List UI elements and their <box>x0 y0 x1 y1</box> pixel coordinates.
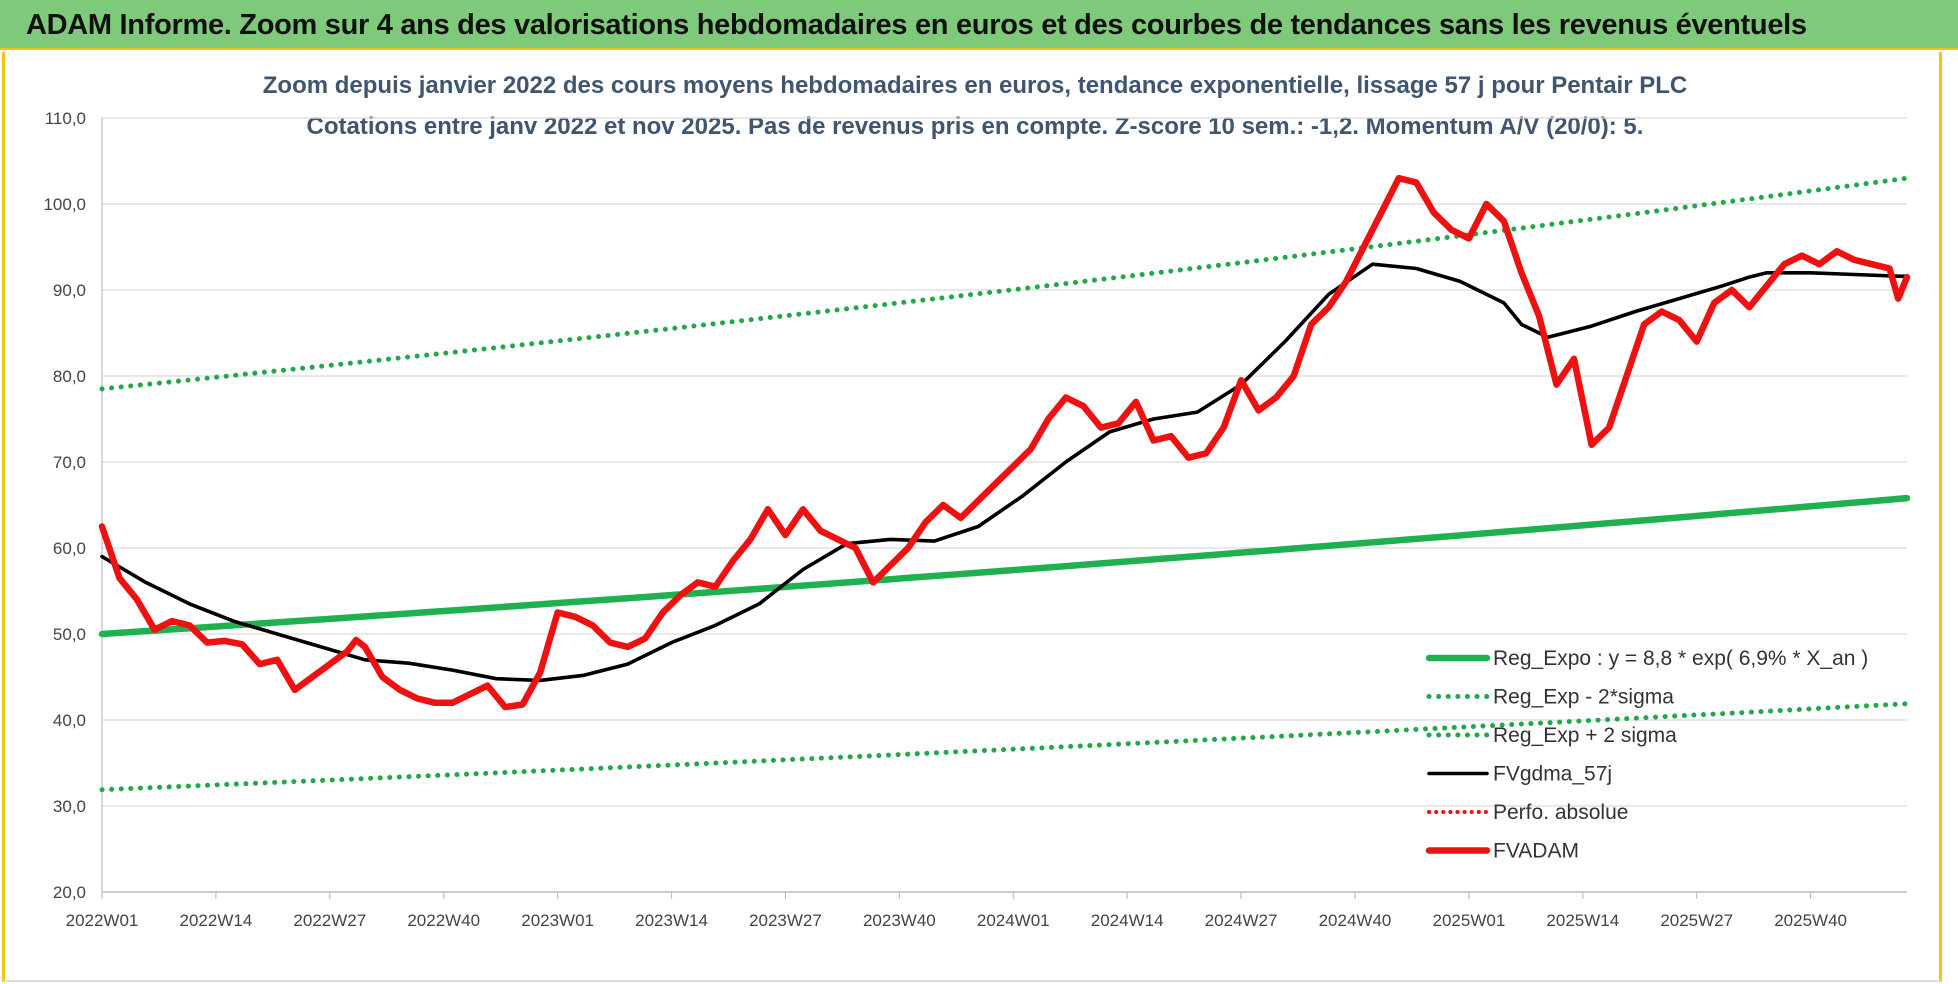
x-tick-label: 2024W14 <box>1091 911 1164 930</box>
y-tick-label: 60,0 <box>53 539 86 558</box>
y-tick-label: 20,0 <box>53 883 86 902</box>
y-tick-label: 80,0 <box>53 367 86 386</box>
y-tick-label: 40,0 <box>53 711 86 730</box>
legend-label: Reg_Expo : y = 8,8 * exp( 6,9% * X_an ) <box>1493 647 1868 670</box>
axes: 20,0 30,0 40,0 50,0 60,0 70,0 80,0 90,0 100,0 110… <box>43 109 1907 930</box>
x-tick-label: 2023W01 <box>521 911 594 930</box>
x-tick-label: 2022W14 <box>180 911 253 930</box>
legend-label: Reg_Exp + 2 sigma <box>1493 724 1677 747</box>
x-tick-label: 2024W01 <box>977 911 1050 930</box>
x-tick-label: 2025W27 <box>1660 911 1733 930</box>
page-title: ADAM Informe. Zoom sur 4 ans des valoris… <box>26 9 1807 41</box>
legend-label: Perfo. absolue <box>1493 801 1628 824</box>
x-tick-label: 2024W40 <box>1319 911 1392 930</box>
x-tick-label: 2024W27 <box>1205 911 1278 930</box>
chart-area: Zoom depuis janvier 2022 des cours moyen… <box>43 72 1911 930</box>
x-tick-label: 2025W40 <box>1774 911 1847 930</box>
legend-label: FVADAM <box>1493 840 1579 863</box>
series-line-1 <box>99 701 1910 793</box>
legend: Reg_Expo : y = 8,8 * exp( 6,9% * X_an ) R… <box>1425 647 1868 863</box>
y-tick-label: 30,0 <box>53 797 86 816</box>
x-tick-label: 2023W27 <box>749 911 822 930</box>
grid-lines <box>102 117 1907 893</box>
y-tick-label: 70,0 <box>53 453 86 472</box>
chart-title: Zoom depuis janvier 2022 des cours moyen… <box>263 72 1687 99</box>
chart-frame: Zoom depuis janvier 2022 des cours moyen… <box>2 52 1942 982</box>
series-line-5 <box>98 174 1911 711</box>
page-title-bar: ADAM Informe. Zoom sur 4 ans des valoris… <box>0 0 1958 50</box>
y-tick-label: 90,0 <box>53 281 86 300</box>
y-tick-label: 110,0 <box>45 109 86 128</box>
x-tick-label: 2025W14 <box>1546 911 1619 930</box>
x-tick-label: 2025W01 <box>1433 911 1506 930</box>
x-tick-label: 2022W40 <box>407 911 480 930</box>
y-tick-label: 100,0 <box>43 195 86 214</box>
x-tick-label: 2022W27 <box>293 911 366 930</box>
legend-label: FVgdma_57j <box>1493 763 1612 786</box>
legend-label: Reg_Exp - 2*sigma <box>1493 686 1674 709</box>
x-tick-label: 2023W40 <box>863 911 936 930</box>
y-tick-label: 50,0 <box>53 625 86 644</box>
x-tick-label: 2023W14 <box>635 911 708 930</box>
series-line-3 <box>100 262 1909 683</box>
series-line-0 <box>98 494 1911 638</box>
chart-subtitle: Cotations entre janv 2022 et nov 2025. P… <box>307 113 1644 140</box>
x-tick-label: 2022W01 <box>66 911 139 930</box>
series-lines <box>98 174 1911 793</box>
